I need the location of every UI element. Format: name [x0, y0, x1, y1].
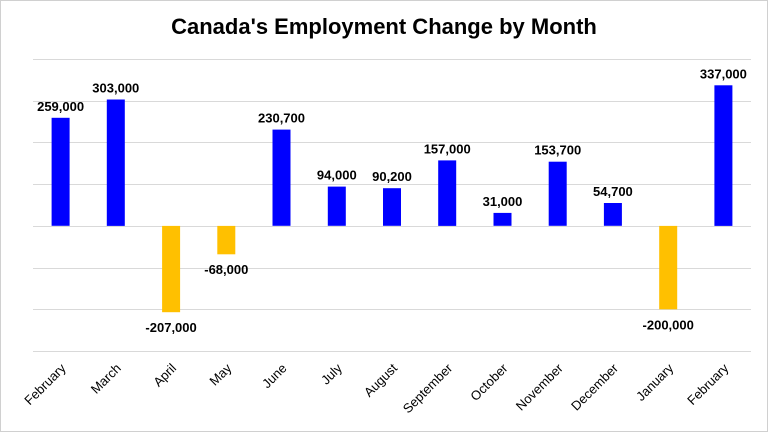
x-tick-label: December — [568, 360, 621, 413]
x-tick-label: June — [259, 361, 290, 392]
x-tick-label: July — [318, 360, 345, 387]
bar — [659, 225, 678, 310]
data-label: 230,700 — [258, 111, 305, 126]
data-label: 303,000 — [92, 81, 139, 96]
x-tick-label: February — [21, 360, 69, 408]
data-label: -207,000 — [145, 320, 196, 335]
bar — [548, 161, 567, 226]
x-tick-label: August — [361, 360, 400, 399]
bar — [272, 129, 291, 226]
data-label: 337,000 — [700, 66, 747, 81]
x-tick-label: April — [150, 360, 179, 389]
bar — [327, 186, 346, 226]
x-tick-label: January — [633, 360, 677, 404]
bar — [162, 225, 181, 313]
data-label: 94,000 — [317, 168, 357, 183]
bar — [51, 117, 70, 226]
data-label: 153,700 — [534, 143, 581, 158]
x-tick-label: September — [400, 360, 456, 416]
x-tick-label: May — [206, 360, 234, 388]
data-label: 31,000 — [483, 194, 523, 209]
x-tick-label: March — [88, 361, 124, 397]
x-tick-label: October — [467, 360, 511, 404]
bar — [217, 225, 236, 255]
gridlines — [33, 59, 751, 352]
data-label: 90,200 — [372, 169, 412, 184]
bar — [493, 212, 512, 226]
data-label: -68,000 — [204, 262, 248, 277]
x-tick-label: February — [684, 360, 732, 408]
bar — [106, 99, 125, 226]
chart-title: Canada's Employment Change by Month — [171, 14, 597, 39]
data-label: 157,000 — [424, 141, 471, 156]
data-label: 54,700 — [593, 184, 633, 199]
data-label: -200,000 — [643, 317, 694, 332]
data-label: 259,000 — [37, 99, 84, 114]
data-labels: 259,000 303,000 -207,000 -68,000 230,700 94,0… — [37, 66, 747, 335]
bars — [51, 85, 733, 313]
x-axis-tick-labels: February March April May June July August Septe… — [21, 360, 732, 416]
bar — [603, 203, 622, 226]
bar — [383, 188, 401, 226]
x-tick-label: November — [513, 360, 566, 413]
bar — [714, 85, 733, 226]
bar — [438, 160, 457, 226]
